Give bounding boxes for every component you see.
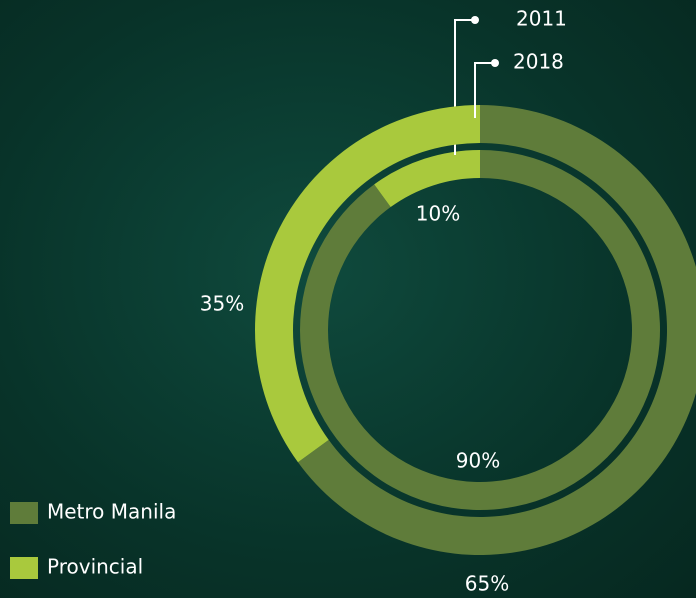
value-label: 10% <box>416 202 460 226</box>
callout-dot <box>491 59 499 67</box>
value-label: 35% <box>200 292 244 316</box>
callout-dot <box>471 16 479 24</box>
value-label: 90% <box>456 449 500 473</box>
value-label: 65% <box>465 572 509 596</box>
donut-segment <box>374 150 480 208</box>
legend-label: Provincial <box>47 555 143 579</box>
series-label: 2018 <box>513 50 564 74</box>
legend-swatch <box>10 502 38 524</box>
legend-swatch <box>10 557 38 579</box>
series-label: 2011 <box>516 7 567 31</box>
legend-label: Metro Manila <box>47 500 176 524</box>
donut-segment <box>254 105 480 463</box>
callout-line <box>474 62 495 118</box>
